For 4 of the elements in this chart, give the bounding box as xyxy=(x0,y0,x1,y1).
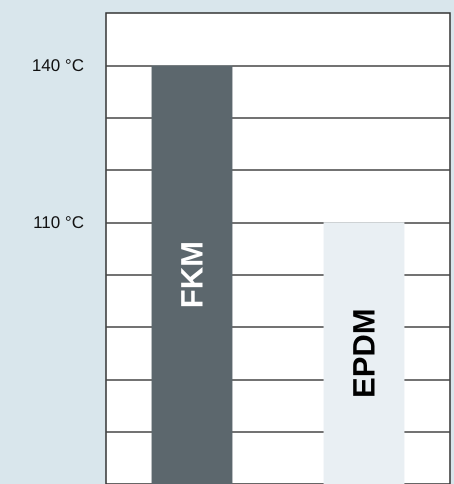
y-tick-label: 110 °C xyxy=(33,212,84,232)
x-tick-label: EPDM xyxy=(346,308,382,398)
x-tick-label: FKM xyxy=(174,241,210,308)
y-tick-label: 140 °C xyxy=(32,56,84,75)
